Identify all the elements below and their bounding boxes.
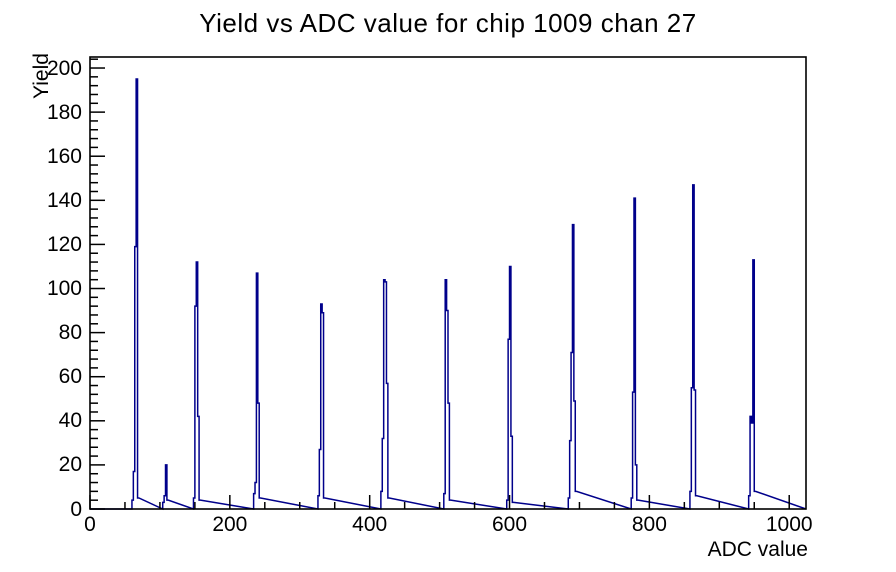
x-tick-label: 600 <box>492 513 528 536</box>
chart-title: Yield vs ADC value for chip 1009 chan 27 <box>199 8 697 38</box>
x-tick-label: 800 <box>631 513 667 536</box>
y-tick-label: 80 <box>58 321 82 345</box>
y-tick-label: 180 <box>46 100 82 124</box>
y-tick-label: 100 <box>46 277 82 300</box>
y-tick-label: 160 <box>46 144 82 168</box>
x-axis-title: ADC value <box>707 538 808 561</box>
y-tick-label: 200 <box>46 56 82 80</box>
y-tick-label: 140 <box>46 188 82 212</box>
plot-frame <box>89 56 807 510</box>
y-axis-title: Yield <box>30 53 53 99</box>
y-tick-label: 0 <box>70 497 82 521</box>
y-tick-label: 60 <box>58 365 82 389</box>
x-tick-label: 0 <box>84 513 96 536</box>
x-tick-label: 400 <box>352 513 388 536</box>
y-tick-label: 20 <box>58 453 82 477</box>
x-tick-label: 200 <box>212 513 248 536</box>
y-tick-label: 120 <box>46 232 82 256</box>
y-tick-label: 40 <box>58 409 82 433</box>
x-tick-label: 1000 <box>765 513 813 536</box>
histogram-line <box>90 78 807 511</box>
